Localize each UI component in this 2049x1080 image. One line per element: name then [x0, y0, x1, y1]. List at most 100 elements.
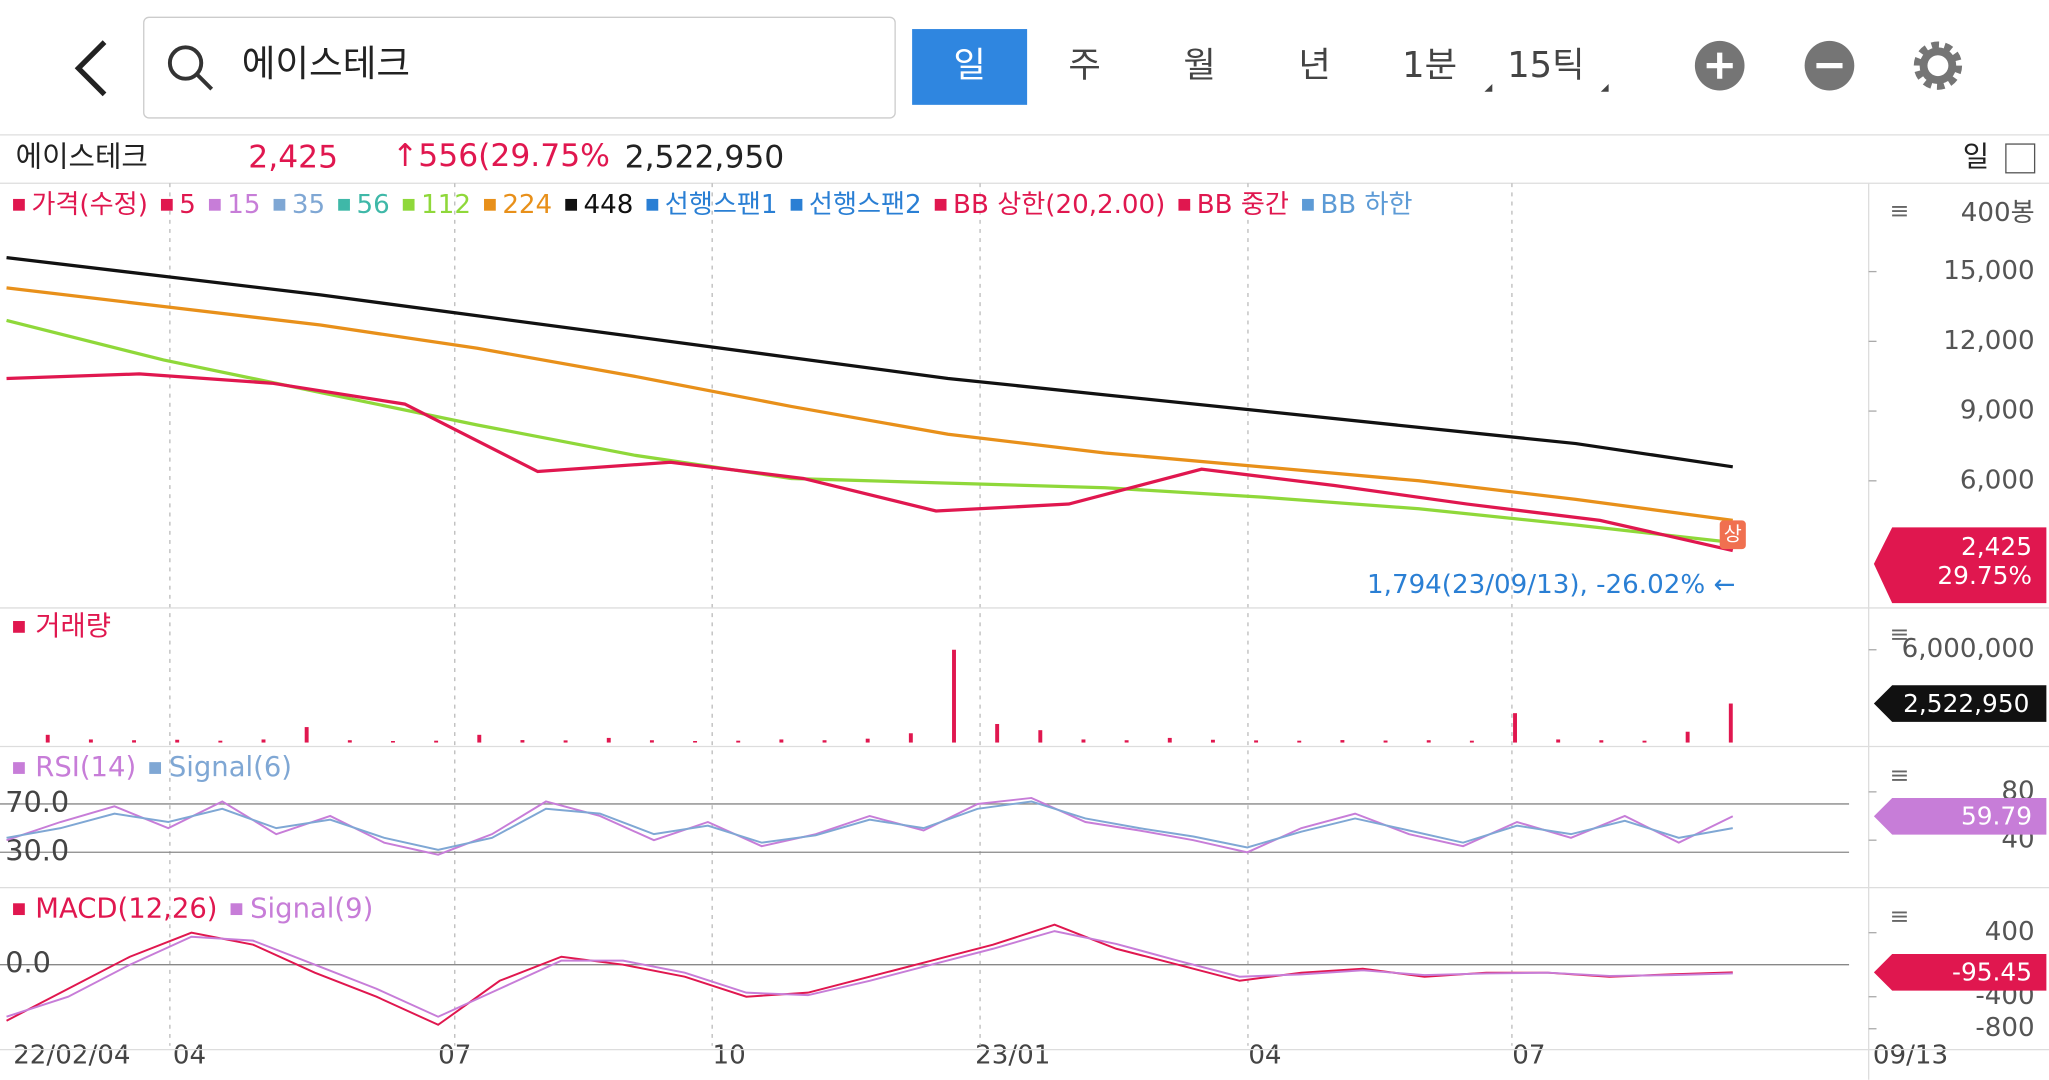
panel-title: MACD(12,26)	[35, 893, 217, 924]
menu-icon: ≡	[1890, 761, 1910, 789]
legend-swatch	[790, 198, 803, 211]
y-tick-label: 6,000	[1960, 465, 2035, 495]
volume-bar	[1383, 740, 1388, 743]
value-tag-label: 59.79	[1961, 802, 2032, 831]
value-tag-label: 2,425	[1961, 532, 2032, 561]
series-line	[6, 286, 1733, 523]
tab[interactable]: 일	[953, 45, 985, 86]
y2-tick-label: 400	[1985, 917, 2035, 947]
search-text[interactable]: 에이스테크	[242, 42, 410, 85]
volume-bar	[520, 740, 525, 743]
legend-label: 112	[421, 190, 471, 220]
volume-bar	[1254, 740, 1259, 743]
bars-label: 400봉	[1961, 198, 2035, 228]
back-button[interactable]	[74, 40, 107, 97]
active-tab	[912, 29, 1028, 105]
menu-icon: ≡	[1890, 902, 1910, 930]
legend-swatch	[565, 198, 578, 211]
legend-label: 224	[502, 190, 552, 220]
legend-label: 가격(수정)	[31, 190, 148, 220]
value-tag	[1873, 797, 2047, 835]
legend-swatch	[208, 198, 221, 211]
search-icon	[195, 73, 214, 91]
y-tick-label: 9,000	[1960, 396, 2035, 426]
tab[interactable]: 15틱	[1507, 45, 1584, 86]
menu-icon: ≡	[1890, 620, 1910, 648]
x-tick-label: 07	[1512, 1041, 1545, 1071]
x-tick-label: 04	[1248, 1041, 1281, 1071]
value-tag	[1873, 685, 2047, 722]
volume-bar	[1124, 740, 1129, 743]
legend-swatch	[230, 903, 243, 916]
stock-change: ↑556(29.75%	[392, 138, 610, 174]
volume-bar	[822, 740, 827, 743]
search-icon	[167, 45, 204, 81]
y-tick-label: 15,000	[1943, 256, 2034, 286]
search-box[interactable]	[143, 16, 896, 119]
legend-swatch	[13, 762, 25, 774]
legend-label: 선행스팬1	[665, 190, 778, 220]
legend-swatch	[160, 198, 173, 211]
volume-bar	[218, 740, 223, 743]
volume-bar	[1426, 740, 1431, 743]
stock-price: 2,425	[248, 139, 338, 175]
volume-bar	[1685, 731, 1690, 743]
legend-label: BB 하한	[1320, 190, 1412, 220]
y-tick-label: 70.0	[5, 785, 69, 819]
volume-bar	[1513, 713, 1517, 743]
panel-title: RSI(14)	[35, 752, 136, 783]
x-tick-label: 09/13	[1873, 1041, 1948, 1071]
value-tag	[1873, 954, 2047, 991]
tab[interactable]: 1분	[1402, 45, 1457, 86]
x-tick-label: 23/01	[975, 1041, 1050, 1071]
panel-signal-title: Signal(6)	[169, 752, 292, 783]
volume-bar	[1556, 739, 1561, 743]
tab[interactable]: 년	[1298, 45, 1330, 86]
volume-bar	[391, 741, 395, 743]
legend-swatch	[484, 198, 496, 211]
volume-bar	[865, 738, 870, 743]
volume-bar	[175, 739, 180, 743]
legend-swatch	[402, 198, 415, 211]
legend-label: 56	[356, 190, 389, 220]
volume-bar	[477, 734, 482, 743]
volume-bar	[736, 740, 741, 743]
legend-swatch	[934, 198, 947, 211]
volume-bar	[1728, 703, 1733, 743]
y-tick-label: 30.0	[5, 833, 69, 867]
y2-tick-label: -800	[1975, 1013, 2034, 1043]
volume-bar	[1599, 740, 1604, 743]
volume-bar	[304, 727, 309, 743]
legend-swatch	[273, 198, 286, 211]
tab-menu	[1600, 83, 1609, 92]
legend-swatch	[1302, 198, 1314, 211]
volume-bar	[347, 740, 352, 743]
period-box[interactable]	[2005, 143, 2036, 174]
legend-swatch	[338, 198, 350, 211]
tab-menu	[1484, 83, 1493, 92]
tab[interactable]: 주	[1068, 45, 1100, 86]
stock-volume: 2,522,950	[625, 139, 785, 175]
value-tag-label: -95.45	[1952, 958, 2032, 987]
legend-label: 15	[227, 190, 260, 220]
volume-bar	[952, 649, 956, 743]
tab[interactable]: 월	[1183, 45, 1215, 86]
x-tick-label: 10	[713, 1041, 746, 1071]
y-tick-label: 0.0	[5, 946, 51, 980]
volume-bar	[1642, 740, 1647, 743]
x-tick-label: 04	[173, 1041, 206, 1071]
legend-swatch	[1178, 198, 1191, 211]
zoom-in-icon	[1706, 52, 1733, 79]
stock-name: 에이스테크	[16, 139, 148, 173]
series-line	[6, 800, 1733, 851]
volume-bar	[779, 739, 784, 743]
volume-bar	[1340, 740, 1345, 743]
volume-bar	[1038, 730, 1043, 743]
legend-swatch	[13, 198, 25, 211]
badge	[1719, 520, 1746, 550]
volume-bar	[649, 740, 654, 743]
panel-signal-title: Signal(9)	[250, 893, 373, 924]
settings-icon	[1919, 47, 1957, 84]
panel-title: 거래량	[35, 611, 111, 642]
